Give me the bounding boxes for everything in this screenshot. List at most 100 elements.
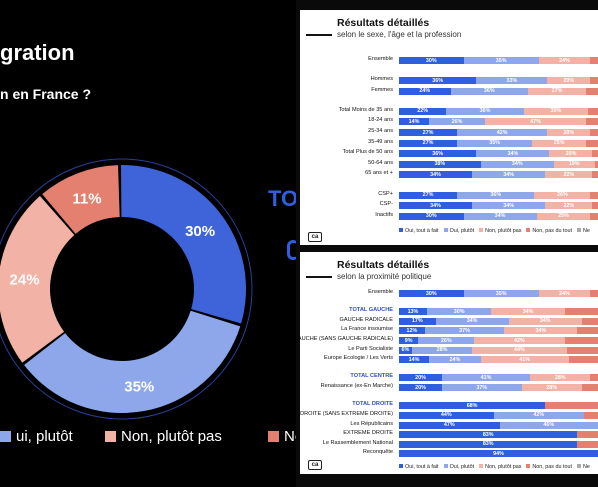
bar-segment-remainder [581,384,598,392]
stacked-bar: 27% 35% 25% [399,139,598,147]
bar-segment: 6% [399,346,412,354]
bar-segment-remainder [583,411,598,419]
bar-segment: 68% [399,402,546,410]
legend-label: Non, plutôt pas [485,228,522,234]
results-panel-demographics: Résultats détaillés selon le sexe, l'âge… [300,10,598,245]
legend-swatch [576,464,581,468]
bar-segment: 30% [426,308,492,316]
donut-slice [42,165,120,234]
donut-slice-label: 35% [124,378,154,395]
stacked-bar: 30% 34% 25% [399,212,598,220]
row-label: 35-49 ans [368,138,393,145]
donut-slice [121,165,246,324]
row-label: Renaissance (ex-En Marche) [320,383,393,390]
bar-segment: 44% [472,346,567,354]
bar-segment: 35% [463,290,539,297]
row-label: Les Républicains [350,420,393,427]
legend-label: ui, plutôt [16,428,73,445]
bar-segment-remainder [545,402,598,410]
legend-label: Ne [582,464,590,470]
stacked-bar: 9% 26% 42% [399,337,598,345]
row-label: Total Plus de 50 ans [342,149,393,156]
legend-swatch [399,464,403,468]
legend-label: Non, pas du tout [532,464,572,470]
bar-segment-remainder [577,327,598,335]
bar-segment: 24% [429,356,481,364]
bar-segment-remainder [564,337,598,345]
bar-segment: 25% [532,139,587,147]
bar-segment: 9% [399,337,419,345]
bar-segment: 20% [399,374,442,382]
bar-segment: 36% [450,87,528,95]
panel-legend: Oui, tout à fait Oui, plutôt Non, plutôt p… [394,464,590,470]
bar-segment: 36% [399,77,477,85]
bar-segment: 37% [424,327,505,335]
stacked-bar: 30% 35% 24% [399,290,598,297]
bar-segment: 36% [446,107,524,115]
donut-slice-label: 11% [72,190,101,207]
bar-segment: 34% [480,160,554,168]
stacked-bar: 38% 34% 19% [399,160,598,168]
bar-segment: 24% [538,57,591,64]
panel-legend: Oui, tout à fait Oui, plutôt Non, plutôt p… [394,228,590,234]
bar-segment: 36% [399,150,477,158]
bar-segment: 44% [399,411,494,419]
row-label: Ensemble [368,289,393,295]
bar-segment: 19% [553,160,595,168]
stacked-bar: 36% 34% 20% [399,150,598,158]
bar-segment: 34% [476,150,550,158]
row-label: EXTREME DROITE [343,430,393,437]
bar-segment-remainder [592,150,598,158]
bar-segment-remainder [590,57,598,64]
bar-segment-remainder [590,212,598,220]
bar-segment-remainder [568,356,598,364]
bar-segment: 94% [399,450,598,458]
donut-slice [0,196,75,363]
slide-left: gration n en France ? 30% 35% 24% 11% ui, p… [0,0,296,487]
bar-segment: 28% [521,384,582,392]
bar-segment-remainder [592,202,598,210]
bar-segment: 17% [399,317,436,325]
row-label: Le Parti Socialiste [348,345,393,352]
row-label: Europe Ecologie / Les Verts [323,355,393,362]
bar-segment: 30% [399,212,464,220]
bar-segment: 42% [493,411,584,419]
legend-label: Oui, plutôt [449,228,475,234]
next-slide-peek-text: TO [268,186,296,211]
stacked-bar: 83% [399,440,598,448]
bar-segment: 20% [547,129,591,137]
bar-segment: 83% [399,431,578,439]
bar-segment: 28% [530,374,591,382]
donut-chart: 30% 35% 24% 11% [0,158,253,420]
bar-segment: 34% [504,327,578,335]
bar-segment: 22% [399,107,447,115]
stacked-bar: 13% 30% 34% [399,308,598,316]
legend-item-oui-plutot: ui, plutôt [0,428,73,445]
bar-segment: 42% [457,129,548,137]
legend-swatch [526,464,531,468]
bar-segment-remainder [594,160,598,168]
bar-segment: 34% [463,212,537,220]
stacked-bar: 14% 24% 41% [399,356,598,364]
row-label: CSP+ [378,190,393,197]
bar-segment: 25% [536,212,591,220]
legend-swatch [105,431,116,442]
bar-segment: 22% [545,171,593,179]
stacked-bar: 44% 42% [399,411,598,419]
title-accent-line [306,34,332,36]
bar-segment: 27% [399,129,458,137]
bar-segment-remainder [586,139,598,147]
row-label: TOTAL CENTRE [350,373,393,380]
bar-segment: 83% [399,440,578,448]
bar-segment-remainder [590,129,598,137]
row-label: Hommes [370,76,393,83]
bar-segment: 34% [399,171,473,179]
panel-subtitle: selon le sexe, l'âge et la profession [337,30,462,39]
bar-segment-remainder [590,77,598,85]
slide-title: gration [0,40,75,65]
row-label: Ensemble [368,56,393,62]
bar-segment: 20% [547,77,591,85]
bar-segment: 27% [527,87,587,95]
bar-segment: 46% [499,421,598,429]
legend-label: No [284,428,296,445]
